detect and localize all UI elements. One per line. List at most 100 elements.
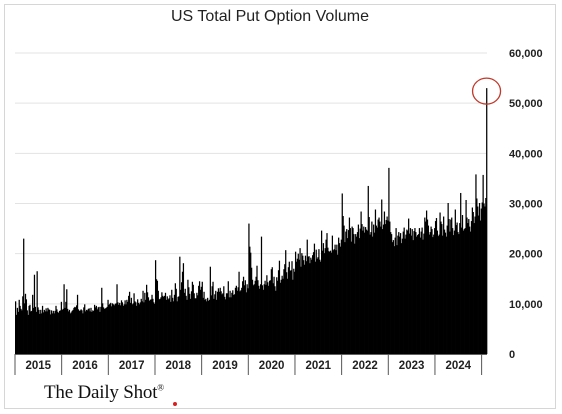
bar: [353, 234, 355, 354]
bar: [431, 229, 433, 354]
bar: [379, 221, 381, 354]
bar: [227, 281, 229, 354]
bar: [375, 225, 377, 354]
bar: [101, 287, 103, 354]
bar: [178, 296, 180, 354]
bar: [340, 239, 342, 354]
bar: [441, 224, 443, 354]
bar: [74, 306, 76, 354]
bar: [440, 221, 442, 354]
bar: [283, 269, 285, 354]
bar: [273, 276, 275, 354]
bar: [182, 263, 185, 354]
bar: [32, 307, 35, 354]
bar: [312, 252, 315, 354]
bar: [413, 231, 415, 354]
bar: [181, 271, 184, 354]
bar: [21, 310, 23, 354]
bar: [446, 225, 448, 354]
bar: [153, 302, 155, 354]
bar: [200, 286, 202, 354]
bar: [425, 210, 428, 354]
bar: [17, 311, 19, 354]
bar: [175, 288, 177, 354]
bar: [251, 279, 254, 354]
bar: [370, 232, 372, 354]
bar: [442, 235, 444, 354]
bar: [407, 230, 409, 354]
bar: [97, 307, 99, 354]
bar: [58, 312, 60, 354]
bar: [362, 230, 364, 354]
bar: [435, 218, 438, 354]
x-tick-label: 2020: [259, 360, 285, 372]
bar: [59, 310, 62, 354]
bar: [93, 310, 95, 354]
bar: [187, 279, 189, 354]
bar: [316, 258, 318, 354]
bar: [198, 285, 200, 354]
bar: [250, 252, 252, 354]
bar: [317, 257, 319, 354]
bar: [285, 250, 287, 354]
bar: [465, 199, 467, 354]
bar: [422, 239, 424, 354]
bar: [211, 286, 213, 354]
bar: [314, 261, 316, 354]
bar: [390, 234, 393, 354]
bar: [188, 287, 190, 354]
bar: [52, 310, 54, 354]
bar: [449, 231, 451, 354]
bar: [143, 302, 145, 354]
bar: [291, 261, 293, 354]
bar: [265, 284, 267, 354]
bar: [428, 234, 430, 354]
bar: [236, 290, 238, 354]
bar: [412, 240, 414, 354]
bar: [62, 308, 64, 354]
bar: [390, 232, 392, 354]
bar: [277, 270, 280, 354]
bar: [482, 174, 484, 354]
bar: [383, 211, 386, 354]
bar: [289, 270, 291, 354]
bar: [268, 280, 271, 354]
bar: [247, 288, 249, 354]
bar: [160, 297, 162, 354]
bar: [44, 311, 46, 354]
bar: [338, 243, 341, 354]
bar: [19, 305, 21, 354]
bar: [458, 234, 460, 354]
bar: [456, 222, 458, 354]
bar: [394, 237, 396, 354]
bar: [272, 283, 274, 354]
bar: [222, 293, 224, 354]
bar: [142, 290, 144, 354]
bar: [242, 281, 244, 354]
bar: [381, 199, 383, 354]
bar: [480, 208, 482, 354]
bar: [144, 292, 146, 354]
bar: [156, 280, 159, 354]
bar: [50, 310, 53, 354]
bar: [330, 252, 333, 354]
bar: [28, 305, 30, 354]
bar: [331, 235, 334, 354]
x-tick-label: 2024: [446, 360, 472, 372]
bar: [323, 253, 325, 354]
bar: [347, 238, 349, 354]
bar: [190, 291, 193, 354]
y-tick-label: 0: [509, 349, 515, 361]
bar: [196, 292, 198, 354]
bar: [73, 307, 75, 354]
bar: [66, 289, 68, 354]
bar: [275, 290, 277, 354]
bar: [109, 303, 111, 354]
bar: [155, 279, 158, 354]
bar: [329, 251, 331, 354]
bar: [327, 247, 329, 354]
y-tick-label: 40,000: [509, 148, 543, 160]
bar: [244, 280, 246, 354]
bar: [373, 224, 375, 354]
bar: [432, 237, 434, 354]
